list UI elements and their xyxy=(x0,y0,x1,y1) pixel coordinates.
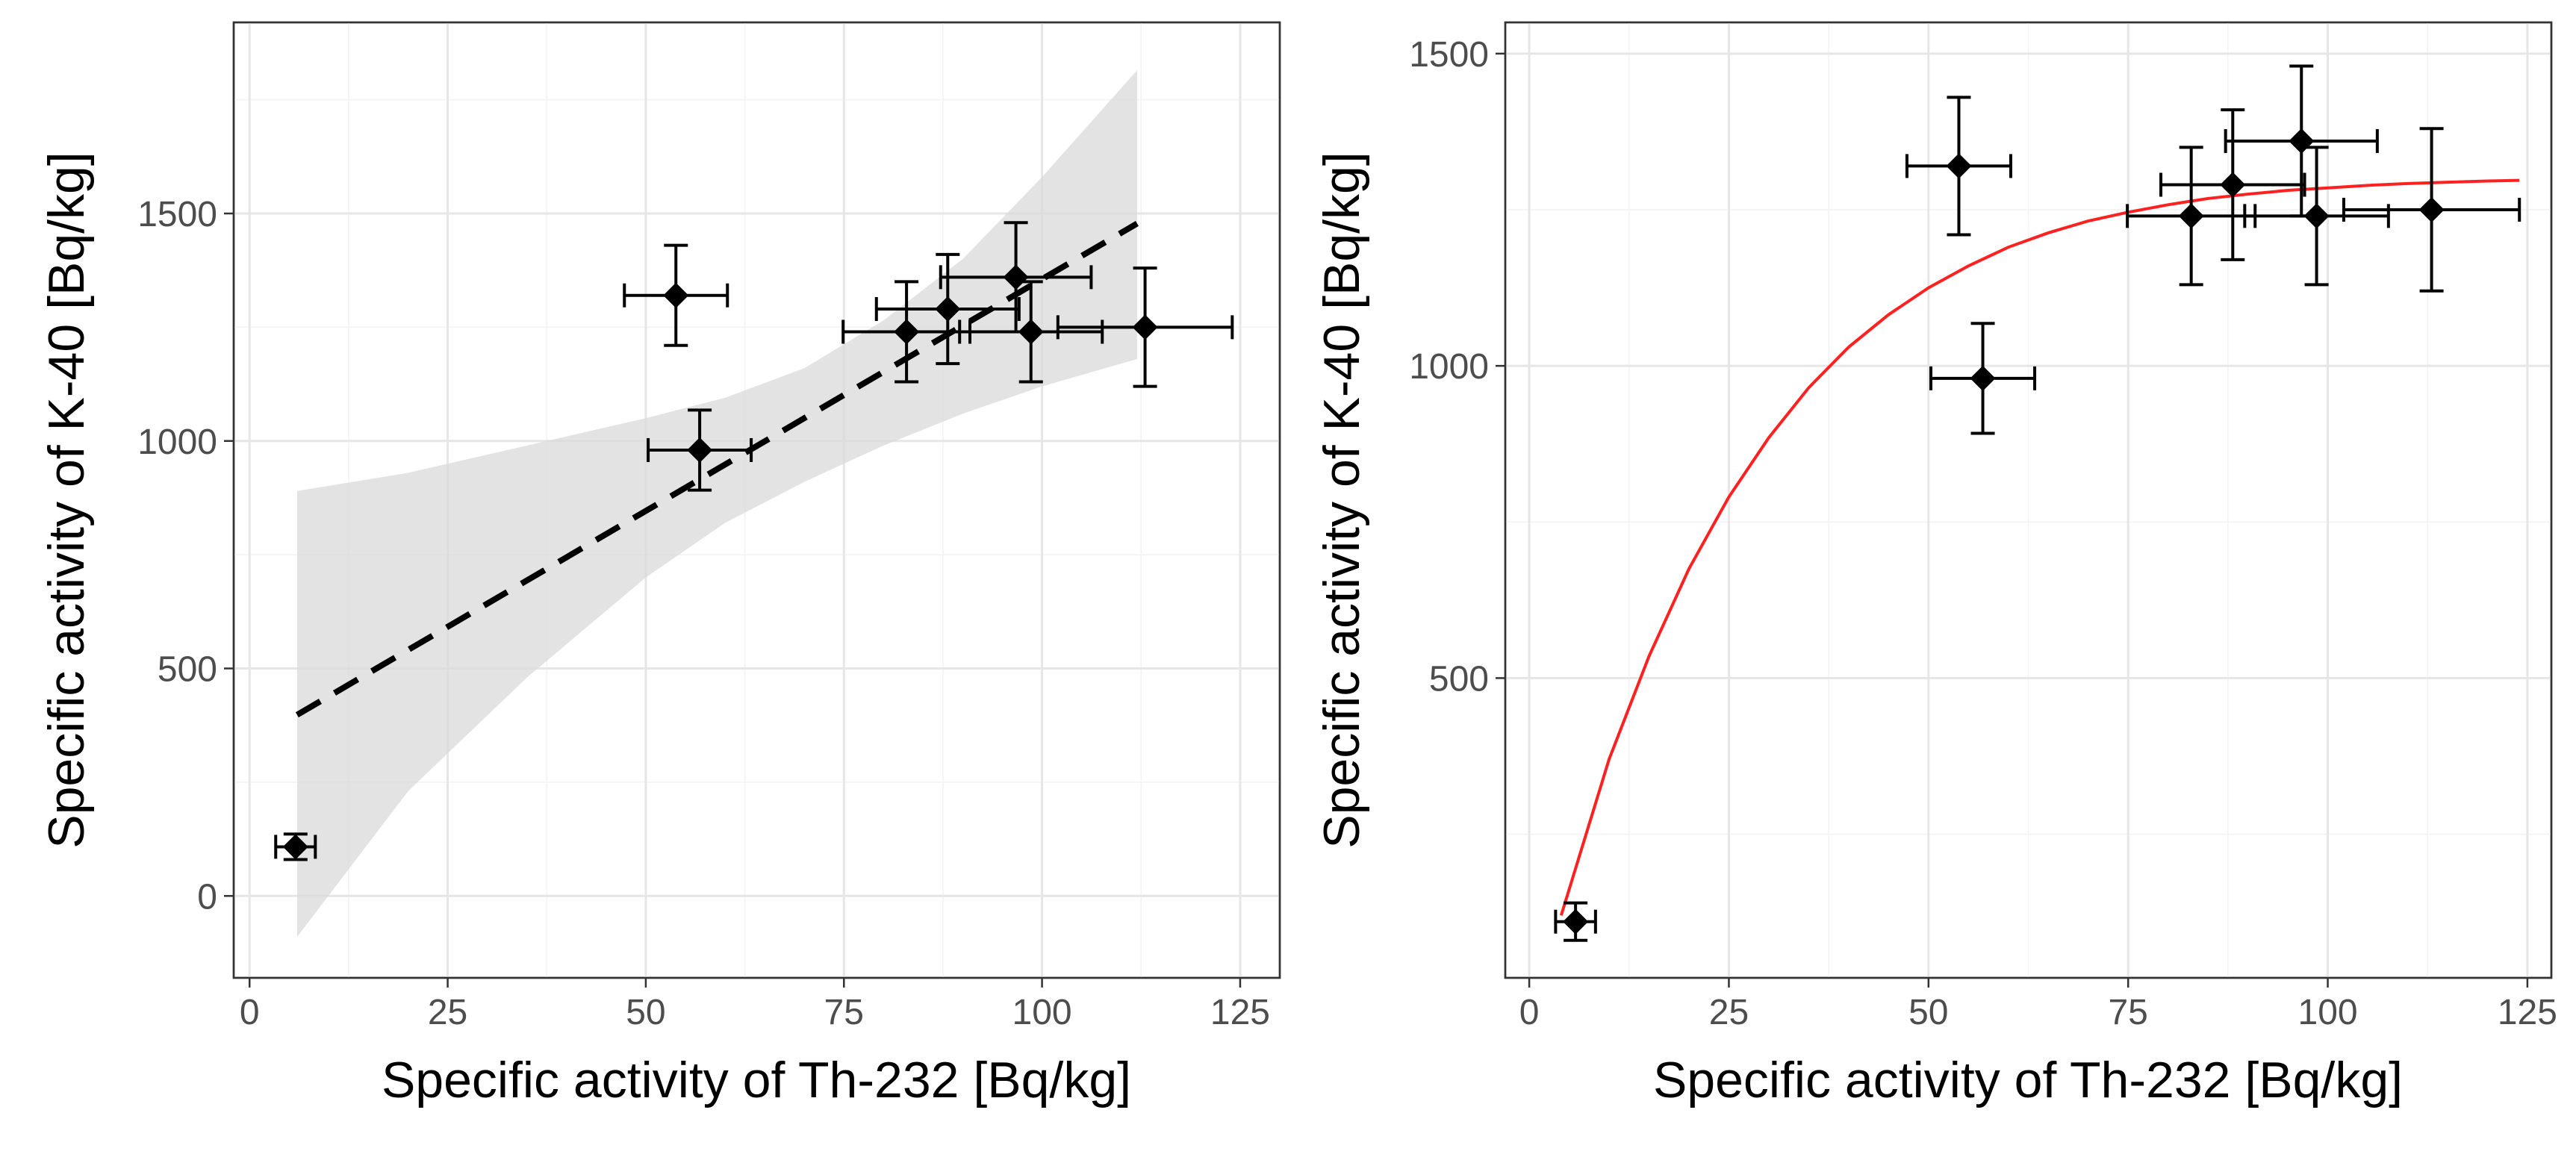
x-tick-label: 100 xyxy=(2298,993,2358,1032)
data-point xyxy=(874,252,1021,366)
data-point xyxy=(2342,127,2521,293)
point-marker xyxy=(1018,319,1044,345)
y-tick-label: 1000 xyxy=(137,422,217,462)
x-tick-label: 75 xyxy=(2108,993,2147,1032)
data-point xyxy=(1905,96,2012,237)
left-x-axis-title: Specific activity of Th-232 [Bq/kg] xyxy=(382,1052,1131,1108)
left-confidence-band-layer xyxy=(296,70,1137,938)
left-trend-layer xyxy=(295,220,1139,718)
point-marker xyxy=(663,282,689,308)
data-point xyxy=(1554,901,1597,942)
data-point xyxy=(958,280,1104,384)
point-marker xyxy=(687,437,713,463)
point-marker xyxy=(1003,264,1029,290)
x-tick-label: 25 xyxy=(1709,993,1749,1032)
y-tick-label: 1000 xyxy=(1409,347,1489,387)
data-point xyxy=(1056,266,1234,388)
point-marker xyxy=(2418,196,2445,222)
right-curve-layer xyxy=(1559,178,2520,916)
point-marker xyxy=(1946,153,1972,179)
x-tick-label: 0 xyxy=(240,993,260,1032)
point-marker xyxy=(1970,365,1996,391)
fitted-curve xyxy=(1559,178,2520,916)
x-tick-label: 125 xyxy=(2498,993,2557,1032)
x-tick-label: 25 xyxy=(428,993,467,1032)
confidence-band xyxy=(296,70,1137,938)
data-point xyxy=(1929,322,2037,435)
point-marker xyxy=(2303,203,2330,229)
y-tick-label: 500 xyxy=(158,650,217,690)
left-y-axis-title: Specific activity of K-40 [Bq/kg] xyxy=(38,152,95,849)
point-marker xyxy=(2220,172,2246,198)
right-plot-border xyxy=(1504,21,2553,979)
data-point xyxy=(2159,108,2306,261)
point-marker xyxy=(2178,203,2204,229)
left-x-ticks: 0 25 50 75 100 125 xyxy=(240,978,1270,1032)
right-y-ticks: 500 1000 1500 xyxy=(1409,35,1505,699)
data-point xyxy=(623,243,729,347)
right-y-axis-title: Specific activity of K-40 [Bq/kg] xyxy=(1313,152,1370,849)
left-chart-panel: 0 25 50 75 100 125 0 500 1000 1500 Specific acti… xyxy=(38,21,1281,1108)
x-tick-label: 0 xyxy=(1519,993,1540,1032)
right-chart-panel: 0 25 50 75 100 125 500 1000 1500 Specific activ… xyxy=(1313,21,2557,1108)
left-plot-border xyxy=(232,21,1281,979)
point-marker xyxy=(282,834,308,860)
y-tick-label: 0 xyxy=(197,877,217,917)
x-tick-label: 75 xyxy=(824,993,864,1032)
data-point xyxy=(647,408,753,492)
trend-line xyxy=(295,220,1139,718)
x-tick-label: 50 xyxy=(1908,993,1948,1032)
left-points-layer xyxy=(274,221,1234,861)
x-tick-label: 50 xyxy=(626,993,665,1032)
data-point xyxy=(2243,146,2390,287)
point-marker xyxy=(1132,314,1158,340)
y-tick-label: 1500 xyxy=(1409,35,1489,75)
x-tick-label: 125 xyxy=(1210,993,1270,1032)
data-point xyxy=(274,832,317,861)
point-marker xyxy=(935,296,961,322)
right-points-layer xyxy=(1554,64,2521,942)
y-tick-label: 1500 xyxy=(137,195,217,234)
point-marker xyxy=(894,319,920,345)
point-marker xyxy=(1563,908,1589,935)
right-x-axis-title: Specific activity of Th-232 [Bq/kg] xyxy=(1653,1052,2403,1108)
y-tick-label: 500 xyxy=(1429,659,1489,699)
right-x-ticks: 0 25 50 75 100 125 xyxy=(1519,978,2557,1032)
left-y-ticks: 0 500 1000 1500 xyxy=(137,195,234,917)
x-tick-label: 100 xyxy=(1012,993,1072,1032)
